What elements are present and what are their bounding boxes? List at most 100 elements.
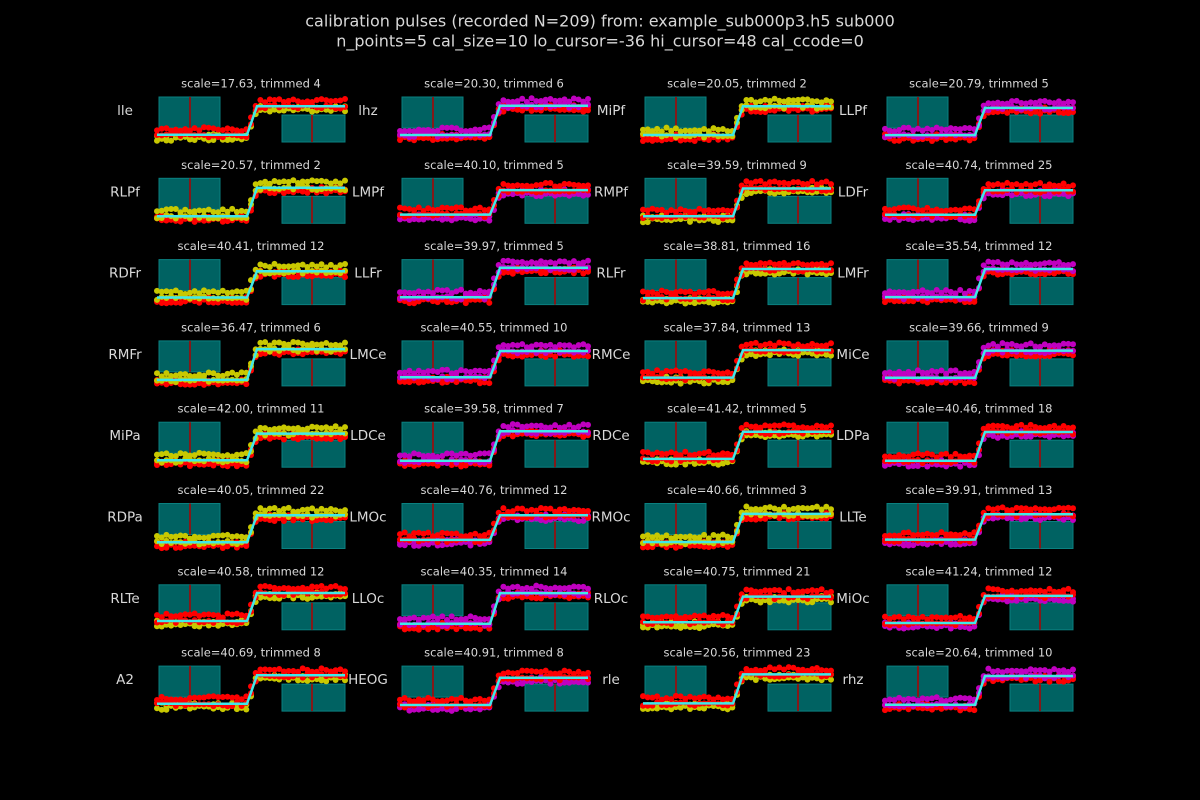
sample-dot (182, 298, 189, 305)
sample-dot (233, 288, 240, 295)
mean-trace (400, 188, 588, 216)
sample-dot (415, 216, 422, 223)
sample-dot (933, 124, 940, 131)
hi-window (1009, 114, 1074, 143)
sample-dot (649, 205, 656, 212)
sample-dot (1046, 181, 1053, 188)
hi-window (281, 114, 346, 143)
sample-dot (828, 340, 834, 347)
sample-dot (280, 178, 287, 185)
sample-dot (309, 273, 316, 280)
sample-dot (710, 208, 717, 215)
panel-title: scale=42.00, trimmed 11 (177, 402, 324, 416)
sample-dot (1070, 505, 1076, 512)
sample-dot (957, 463, 964, 470)
sample-dot (472, 217, 479, 224)
panel-title: scale=39.91, trimmed 13 (905, 483, 1052, 497)
sample-dot (163, 706, 170, 713)
sample-dot (891, 137, 898, 144)
sample-dot (481, 124, 488, 131)
sample-dot (299, 188, 306, 195)
sample-dot (191, 137, 198, 144)
hi-window (767, 521, 832, 549)
sample-dot (799, 180, 806, 187)
sample-dot (570, 107, 577, 114)
sample-dot (514, 106, 521, 113)
sample-dot (762, 96, 769, 103)
sample-dot (476, 126, 483, 133)
sample-dot (580, 192, 587, 199)
sample-dot (947, 207, 954, 214)
sample-dot (1070, 424, 1076, 431)
panel-title: scale=40.05, trimmed 22 (177, 483, 324, 497)
sample-dot (215, 289, 222, 296)
sample-dot (1018, 99, 1025, 106)
sample-dot (828, 181, 834, 188)
sample-dot (158, 299, 165, 306)
sample-dot (219, 206, 226, 213)
sample-dot (337, 262, 344, 269)
sample-dot (168, 299, 175, 306)
channel-label: LMCe (350, 347, 387, 363)
channel-label: RLPf (110, 184, 141, 200)
mean-trace (885, 106, 1073, 137)
hi-window (524, 521, 589, 549)
sample-dot (224, 208, 231, 215)
sample-dot (500, 505, 507, 512)
sample-dot (938, 126, 945, 133)
channel-label: RLOc (594, 591, 628, 607)
channel-label: RLTe (110, 591, 139, 607)
sample-dot (823, 178, 830, 185)
sample-dot (757, 109, 764, 116)
sample-dot (257, 273, 264, 280)
panel-title: scale=35.54, trimmed 12 (905, 239, 1052, 253)
sample-dot (781, 190, 787, 197)
sample-dot (257, 261, 264, 268)
sample-dot (654, 136, 661, 143)
sample-dot (271, 97, 278, 104)
sample-dot (500, 180, 507, 187)
panel-title: scale=40.69, trimmed 8 (181, 646, 321, 660)
panel-title: scale=40.76, trimmed 12 (420, 483, 567, 497)
sample-dot (233, 127, 240, 134)
sample-dot (519, 95, 526, 102)
sample-dot (905, 124, 912, 131)
channel-label: RMPf (594, 184, 629, 200)
sample-dot (743, 191, 750, 198)
channel-label: LLTe (839, 510, 866, 526)
sample-dot (458, 204, 465, 211)
sample-dot (425, 134, 432, 141)
sample-dot (790, 97, 797, 104)
sample-dot (585, 353, 591, 360)
sample-dot (585, 107, 591, 114)
sample-dot (290, 177, 297, 184)
sample-dot (566, 98, 573, 105)
sample-dot (771, 107, 778, 114)
figure-title: calibration pulses (recorded N=209) from… (305, 12, 895, 32)
sample-dot (896, 205, 903, 212)
hi-window (524, 358, 589, 387)
sample-dot (276, 179, 283, 186)
sample-dot (238, 289, 245, 296)
sample-dot (668, 207, 675, 214)
sample-dot (425, 205, 432, 212)
sample-dot (640, 126, 646, 133)
sample-dot (1027, 192, 1034, 199)
panel-title: scale=40.58, trimmed 12 (177, 564, 324, 578)
sample-dot (172, 205, 179, 212)
sample-dot (738, 182, 745, 189)
sample-dot (229, 126, 236, 133)
sample-dot (154, 287, 160, 294)
sample-dot (342, 177, 348, 184)
sample-dot (882, 205, 888, 212)
sample-dot (757, 98, 764, 105)
sample-dot (210, 299, 217, 306)
channel-label: LMPf (352, 184, 385, 200)
sample-dot (434, 206, 441, 213)
sample-dot (561, 96, 568, 103)
sample-dot (952, 125, 959, 132)
sample-dot (467, 127, 474, 134)
channel-label: lle (117, 103, 133, 119)
